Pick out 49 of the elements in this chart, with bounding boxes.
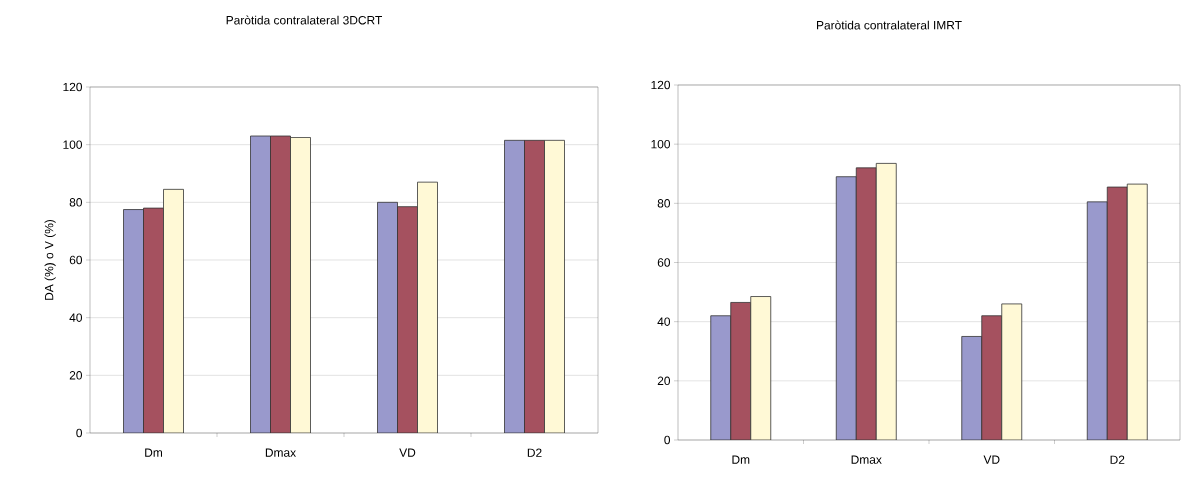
bar xyxy=(981,315,1003,440)
x-tick-label: Dm xyxy=(145,448,163,457)
bar xyxy=(417,181,438,433)
bar xyxy=(504,139,525,433)
bar xyxy=(123,209,144,433)
y-axis-title: DA (%) o V (%) xyxy=(44,219,56,300)
bar xyxy=(1001,303,1023,440)
y-tick-label: 100 xyxy=(651,139,671,149)
bar xyxy=(835,176,857,440)
y-tick-label: 20 xyxy=(657,376,671,386)
y-tick-label: 80 xyxy=(657,199,671,208)
bar xyxy=(377,201,398,433)
bar xyxy=(730,302,752,440)
x-tick-label: VD xyxy=(983,455,1000,464)
x-tick-label: VD xyxy=(399,448,416,457)
x-tick-label: D2 xyxy=(1110,455,1125,464)
y-tick-label: 40 xyxy=(657,317,671,326)
bar xyxy=(855,167,877,440)
bar xyxy=(270,135,291,433)
bar xyxy=(163,188,184,433)
bar xyxy=(250,135,271,433)
bar xyxy=(875,162,897,440)
bar xyxy=(750,296,772,440)
y-tick-label: 0 xyxy=(76,428,83,438)
chart-title: Paròtida contralateral 3DCRT xyxy=(226,15,383,25)
y-tick-label: 60 xyxy=(69,255,83,265)
chart-title: Paròtida contralateral IMRT xyxy=(817,20,962,30)
y-tick-label: 80 xyxy=(69,198,83,207)
bar xyxy=(397,206,418,433)
y-tick-label: 120 xyxy=(651,80,671,90)
bar xyxy=(290,137,311,433)
bar xyxy=(544,139,565,433)
bar xyxy=(710,315,732,440)
y-tick-label: 40 xyxy=(69,313,83,322)
bar xyxy=(1086,201,1108,440)
y-tick-label: 100 xyxy=(63,140,83,149)
x-tick-label: D2 xyxy=(527,448,542,457)
y-tick-label: 0 xyxy=(664,435,671,445)
x-tick-label: Dm xyxy=(732,455,750,464)
bar xyxy=(524,139,545,433)
y-tick-label: 20 xyxy=(69,371,83,380)
x-tick-label: Dmax xyxy=(851,455,882,464)
bar xyxy=(1106,186,1128,440)
bar xyxy=(961,336,983,440)
y-tick-label: 120 xyxy=(63,82,83,92)
y-tick-label: 60 xyxy=(657,258,671,267)
bar xyxy=(143,207,164,433)
x-tick-label: Dmax xyxy=(265,448,296,457)
bar xyxy=(1126,183,1148,440)
